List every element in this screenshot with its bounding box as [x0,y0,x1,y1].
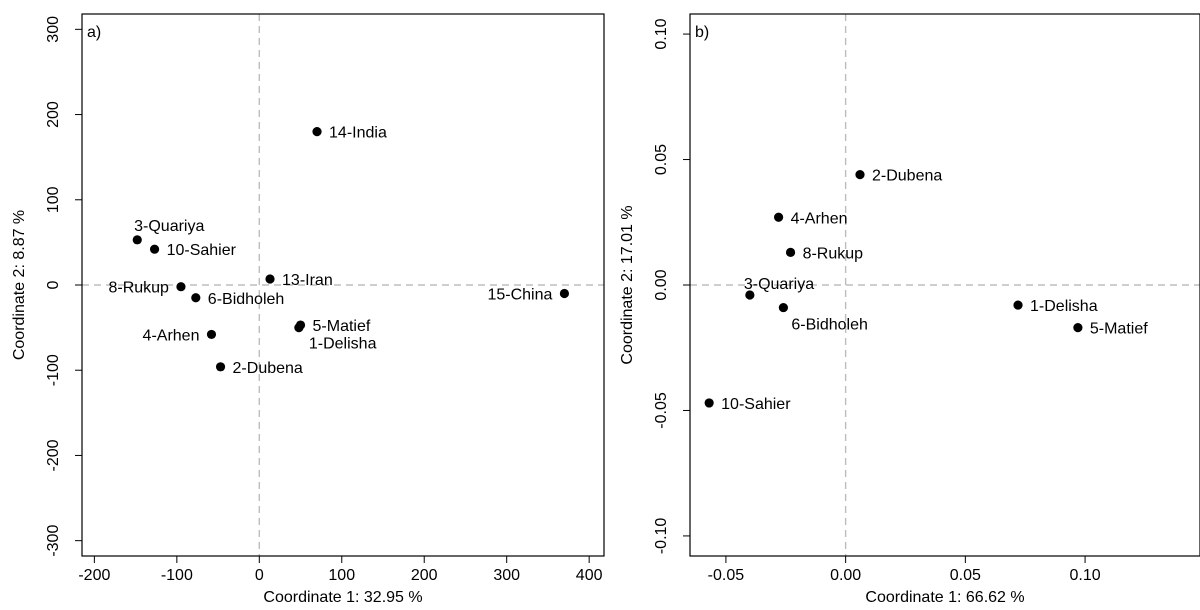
y-tick-label: 200 [45,101,62,128]
data-point [176,282,186,292]
x-tick-label: -100 [161,567,193,584]
x-tick-label: 0.00 [830,567,861,584]
x-tick-label: 200 [411,567,438,584]
data-point [559,288,570,299]
data-point [1073,323,1083,333]
x-tick-label: 0.10 [1070,567,1101,584]
data-point [265,274,275,284]
point-label: 1-Delisha [309,336,377,353]
point-label: 4-Arhen [143,327,200,344]
point-label: 3-Quariya [134,218,204,235]
data-point [745,290,755,300]
x-tick-label: 0 [255,567,264,584]
data-point [1013,300,1023,310]
data-point [704,398,714,408]
point-label: 14-India [329,125,387,142]
data-point [206,329,217,340]
point-label: 13-Iran [282,272,333,289]
point-label: 4-Arhen [791,210,848,227]
data-point [294,323,304,333]
x-tick-label: 300 [493,567,520,584]
data-point [785,247,796,257]
point-label: 10-Sahier [721,396,791,413]
y-tick-label: 100 [45,186,62,213]
data-point [132,235,142,245]
data-point [778,302,788,313]
point-label: 3-Quariya [744,276,814,293]
y-tick-label: -300 [45,525,62,557]
panel-label: a) [87,24,101,41]
point-label: 6-Bidholeh [791,317,868,334]
x-tick-label: -0.05 [708,567,745,584]
y-tick-label: -0.10 [653,518,670,555]
x-tick-label: -200 [78,567,110,584]
y-tick-label: 0 [45,280,62,289]
data-point [312,127,322,137]
y-tick-label: 0.00 [653,269,670,300]
panel-a: -200 -100 0 100 200 300 400 -300 -200 -100 0 100 200… [11,13,605,606]
panel-b: -0.05 0.00 0.05 0.10 -0.10 -0.05 0.00 0.05 0.10 C… [619,13,1200,606]
x-tick-label: 100 [328,567,355,584]
point-label: 5-Matief [313,318,371,335]
point-label: 5-Matief [1090,321,1148,338]
data-point [855,169,865,180]
point-label: 8-Rukup [108,280,169,297]
y-tick-label: -0.05 [653,392,670,429]
data-point [215,362,226,372]
y-tick-label: 0.05 [653,144,670,175]
x-axis-label: Coordinate 1: 32.95 % [263,589,422,606]
y-axis-label: Coordinate 2: 8.87 % [11,210,28,360]
point-label: 2-Dubena [872,168,942,185]
data-point [191,293,201,303]
point-label: 10-Sahier [167,242,237,259]
panel-label: b) [695,24,709,41]
x-axis-label: Coordinate 1: 66.62 % [865,589,1024,606]
y-tick-label: 0.10 [653,18,670,49]
y-tick-label: -200 [45,439,62,471]
data-point [773,212,784,222]
data-point [149,244,160,254]
point-label: 8-Rukup [803,245,864,262]
point-label: 2-Dubena [233,360,303,377]
point-label: 6-Bidholeh [208,291,285,308]
point-label: 1-Delisha [1030,298,1098,315]
y-tick-label: -100 [45,354,62,386]
y-axis-label: Coordinate 2: 17.01 % [619,205,636,364]
x-tick-label: 400 [576,567,603,584]
y-tick-label: 300 [45,16,62,43]
point-label: 15-China [487,287,552,304]
x-tick-label: 0.05 [950,567,981,584]
